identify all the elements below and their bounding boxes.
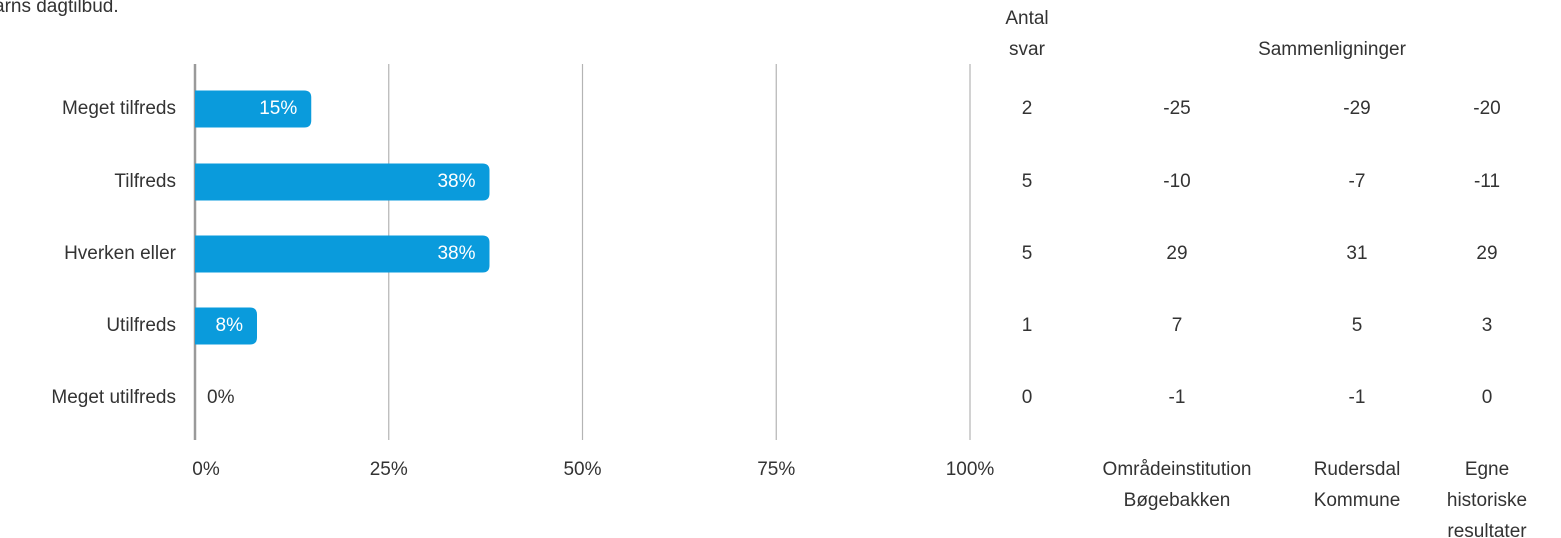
count-cell: 2 [1022,98,1033,119]
category-label: Hverken eller [64,243,177,264]
category-label: Tilfreds [114,171,176,192]
x-tick-label: 100% [946,459,995,480]
bar [195,307,257,345]
comparison-column-label: Områdeinstitution [1103,459,1252,480]
bar-value-label: 38% [437,171,475,192]
bar [195,90,312,128]
x-tick-label: 25% [370,459,408,480]
count-header-line: Antal [1005,8,1048,29]
comparison-column-label: resultater [1447,521,1527,538]
bar-value-label: 38% [437,243,475,264]
comparison-cell: -11 [1474,171,1500,192]
count-cell: 1 [1022,315,1033,336]
x-tick-label: 0% [192,459,220,480]
count-cell: 5 [1022,171,1033,192]
bar [195,235,490,273]
comparison-cell: 3 [1482,315,1493,336]
bars: 15% 38% 38% 8% 0% [195,90,490,408]
count-cell: 5 [1022,243,1033,264]
comparison-cell: -10 [1163,171,1190,192]
comparison-cell: 7 [1172,315,1183,336]
comparison-cell: -1 [1349,387,1366,408]
category-label: Meget tilfreds [62,98,176,119]
bar-value-label: 8% [216,315,244,336]
comparison-column-label: Kommune [1314,490,1401,511]
x-tick-label: 50% [563,459,601,480]
comparison-column-label: Egne [1465,459,1509,480]
bar [195,163,490,201]
category-label: Utilfreds [106,315,176,336]
comparison-column-label: Rudersdal [1314,459,1401,480]
comparison-cell: -20 [1473,98,1500,119]
header-cutoff-text: arns dagtilbud. [0,0,119,17]
category-label: Meget utilfreds [51,387,176,408]
category-labels: Meget tilfreds Tilfreds Hverken eller Utilf… [51,98,176,408]
x-tick-label: 75% [757,459,795,480]
x-tick-labels: 0% 25% 50% 75% 100% [192,459,994,480]
count-header-line: svar [1009,39,1046,60]
comparison-header: Sammenligninger [1258,39,1407,60]
comparison-column-label: historiske [1447,490,1527,511]
comparison-cell: -7 [1349,171,1366,192]
bar-value-label: 0% [207,387,235,408]
comparison-column-label: Bøgebakken [1124,490,1231,511]
count-cell: 0 [1022,387,1033,408]
comparison-cell: 5 [1352,315,1363,336]
comparison-cell: 29 [1166,243,1187,264]
comparison-cell: 31 [1346,243,1367,264]
comparison-cell: 29 [1476,243,1497,264]
comparison-cell: -25 [1163,98,1190,119]
comparison-cell: -29 [1343,98,1370,119]
bar-value-label: 15% [259,98,297,119]
comparison-cell: -1 [1169,387,1186,408]
comparison-cell: 0 [1482,387,1493,408]
